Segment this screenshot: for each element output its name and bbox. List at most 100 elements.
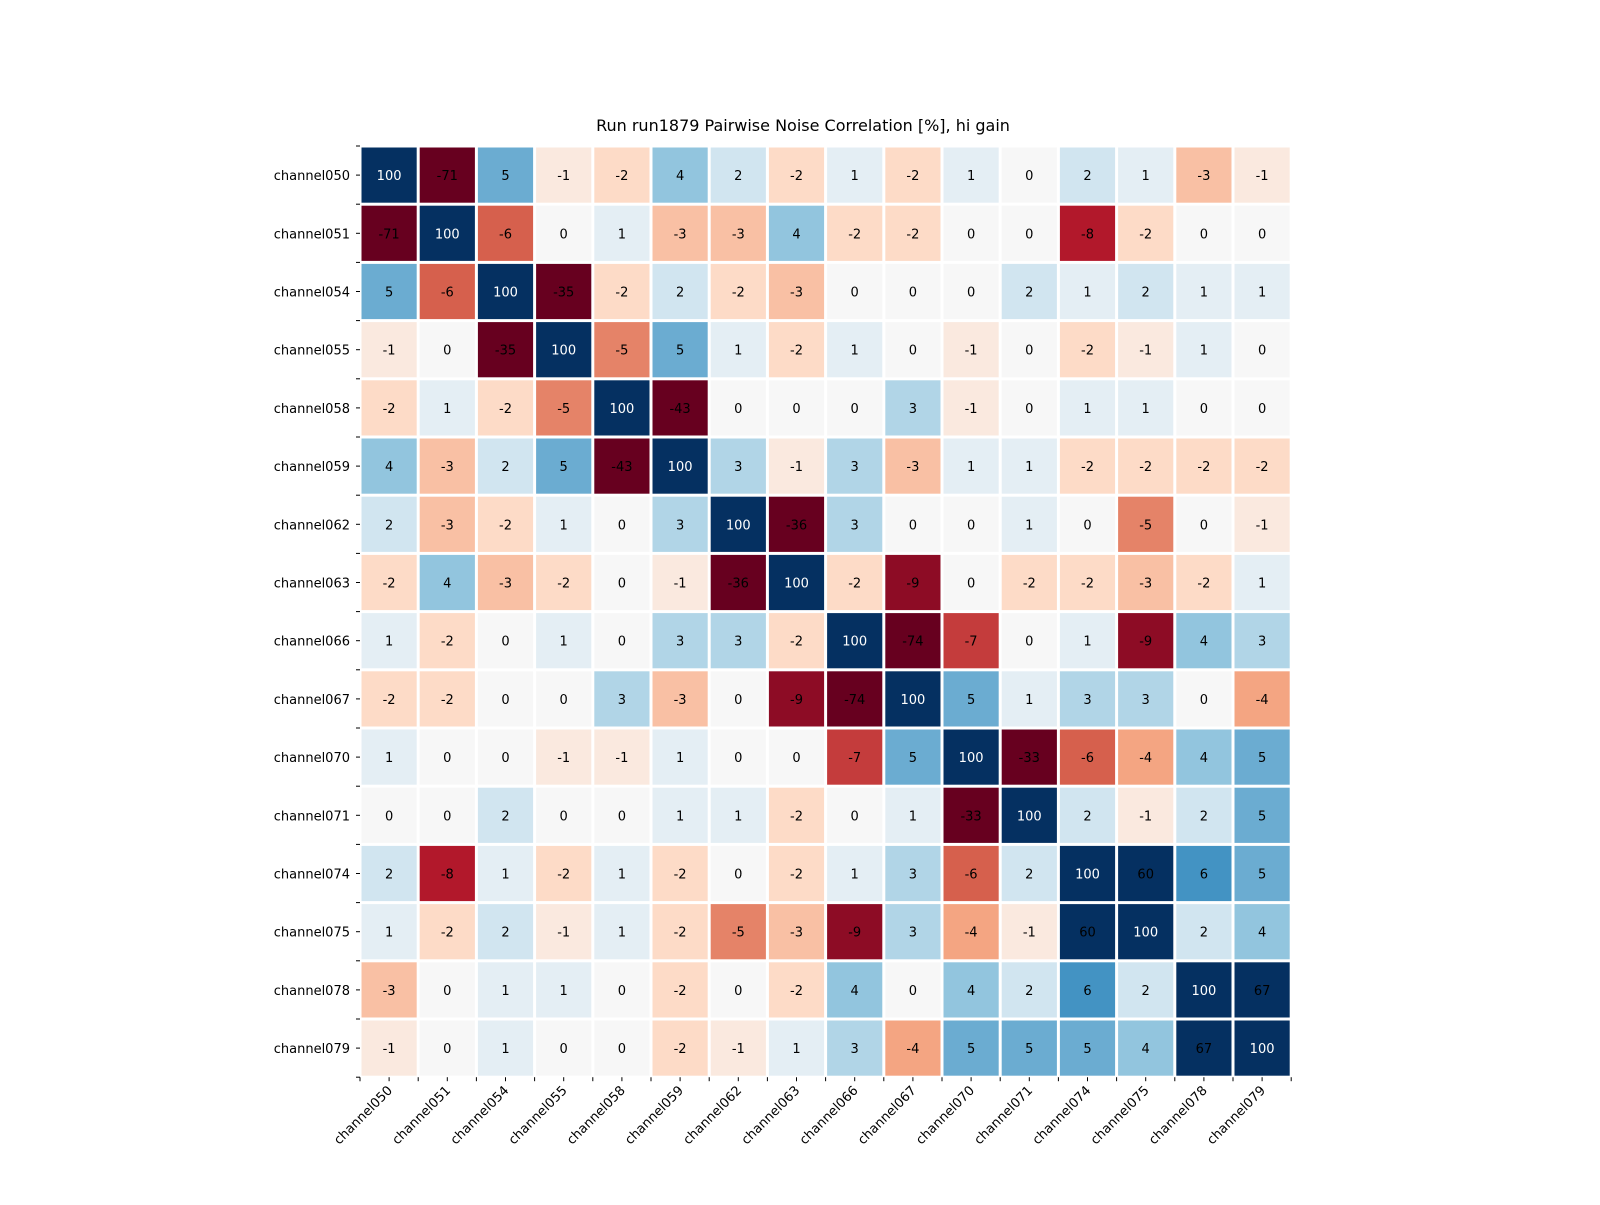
heatmap-cell xyxy=(594,263,650,320)
heatmap-cell-value: 1 xyxy=(851,169,859,184)
heatmap-cell-value: 4 xyxy=(676,169,684,184)
heatmap-cell xyxy=(419,613,475,669)
heatmap-cell-value: -71 xyxy=(378,227,399,242)
heatmap-cell-value: -2 xyxy=(557,577,570,592)
heatmap-cell-value: 100 xyxy=(784,577,809,592)
heatmap-cell xyxy=(1118,845,1174,902)
heatmap-cell-value: 0 xyxy=(734,402,742,417)
heatmap-cell-value: 2 xyxy=(501,926,509,941)
heatmap-cell-value: -2 xyxy=(383,577,396,592)
heatmap-cell-value: 1 xyxy=(792,1042,800,1057)
x-tick-label: channel050 xyxy=(331,1083,396,1148)
heatmap-cell-value: -1 xyxy=(1023,926,1036,941)
heatmap-cell-value: -1 xyxy=(674,577,687,592)
heatmap-cell xyxy=(1118,671,1174,727)
y-tick-label: channel074 xyxy=(274,868,350,883)
heatmap-cell xyxy=(885,1020,941,1076)
heatmap-cell-value: -5 xyxy=(1139,518,1152,533)
heatmap-cell-value: -3 xyxy=(441,518,454,533)
heatmap-cell-value: 1 xyxy=(1200,286,1208,301)
heatmap-cell-value: 0 xyxy=(501,751,509,766)
heatmap-cell-value: -3 xyxy=(790,286,803,301)
heatmap-cell xyxy=(943,205,999,261)
heatmap-cell-value: 0 xyxy=(1258,402,1266,417)
heatmap-cell xyxy=(885,205,941,261)
heatmap-cell xyxy=(1118,380,1174,436)
heatmap-cell xyxy=(710,147,766,203)
heatmap-cell-value: 1 xyxy=(560,984,568,999)
heatmap-cell-value: 5 xyxy=(501,169,509,184)
heatmap-cell-value: 0 xyxy=(560,809,568,824)
heatmap-cell-value: 6 xyxy=(1083,984,1091,999)
heatmap-cell-value: 0 xyxy=(734,693,742,708)
heatmap-cell xyxy=(1001,787,1057,843)
heatmap-cell-value: 1 xyxy=(1025,460,1033,475)
y-tick-label: channel062 xyxy=(274,518,350,533)
heatmap-cell-value: 100 xyxy=(1017,809,1042,824)
heatmap-cell-value: -2 xyxy=(615,169,628,184)
heatmap-cell-value: -3 xyxy=(499,577,512,592)
heatmap-cell xyxy=(1234,147,1290,203)
heatmap-cell-value: 0 xyxy=(501,635,509,650)
heatmap-cell xyxy=(594,787,650,843)
heatmap-cell xyxy=(1001,1020,1057,1076)
heatmap-cell xyxy=(1059,729,1116,785)
heatmap-cell-value: -2 xyxy=(790,984,803,999)
heatmap-cell-value: 5 xyxy=(1025,1042,1033,1057)
heatmap-cell xyxy=(1176,671,1232,727)
heatmap-cell xyxy=(1118,496,1174,552)
heatmap-cell-value: 100 xyxy=(551,344,576,359)
heatmap-cell xyxy=(419,263,475,320)
heatmap-cell xyxy=(477,671,534,727)
heatmap-cell-value: -3 xyxy=(441,460,454,475)
heatmap-cell xyxy=(1059,496,1116,552)
heatmap-cell-value: -2 xyxy=(674,926,687,941)
heatmap-cell xyxy=(1234,496,1290,552)
heatmap-cell-value: 5 xyxy=(385,286,393,301)
heatmap-cell xyxy=(768,205,825,261)
heatmap-cell-value: 5 xyxy=(676,344,684,359)
heatmap-cell xyxy=(1234,438,1290,494)
heatmap-cell xyxy=(943,496,999,552)
heatmap-cell-value: 2 xyxy=(676,286,684,301)
heatmap-cell xyxy=(361,671,417,727)
heatmap-cell xyxy=(1234,729,1290,785)
x-axis: channel050channel051channel054channel055… xyxy=(331,1077,1292,1148)
heatmap-cell-value: -3 xyxy=(674,227,687,242)
heatmap-cell-value: -2 xyxy=(499,402,512,417)
heatmap-cell-value: -43 xyxy=(611,460,632,475)
heatmap-cell-value: 3 xyxy=(1258,635,1266,650)
heatmap-cell xyxy=(419,380,475,436)
heatmap-cell-value: -5 xyxy=(557,402,570,417)
heatmap-cell xyxy=(885,671,941,727)
heatmap-cell-value: 1 xyxy=(385,926,393,941)
heatmap-cell-value: -2 xyxy=(1081,577,1094,592)
heatmap-cell-value: -9 xyxy=(906,577,919,592)
heatmap-cell-value: -2 xyxy=(790,169,803,184)
heatmap-cell xyxy=(652,904,708,960)
heatmap-cell xyxy=(1059,263,1116,320)
heatmap-cell xyxy=(652,554,708,611)
heatmap-cell-value: -2 xyxy=(848,227,861,242)
heatmap-cell-value: 4 xyxy=(967,984,975,999)
heatmap-cell-value: -1 xyxy=(965,344,978,359)
heatmap-cell-value: 2 xyxy=(1025,868,1033,883)
heatmap-cell xyxy=(1176,380,1232,436)
heatmap-cell-value: 100 xyxy=(668,460,693,475)
heatmap-cell-value: 6 xyxy=(1200,868,1208,883)
heatmap-cell xyxy=(1176,729,1232,785)
heatmap-cell-value: -2 xyxy=(674,984,687,999)
heatmap-cell-value: 5 xyxy=(1258,809,1266,824)
heatmap-cell-value: 5 xyxy=(967,693,975,708)
heatmap-cell xyxy=(361,205,417,261)
heatmap-cell-value: 0 xyxy=(851,286,859,301)
heatmap-cell xyxy=(477,380,534,436)
heatmap-cell xyxy=(768,787,825,843)
heatmap-cell-value: 0 xyxy=(734,751,742,766)
heatmap-cell-value: 3 xyxy=(676,518,684,533)
heatmap-cell xyxy=(768,380,825,436)
heatmap-cell xyxy=(536,554,592,611)
heatmap-cell xyxy=(1118,263,1174,320)
heatmap-cell-value: -2 xyxy=(790,868,803,883)
heatmap-cell xyxy=(1176,496,1232,552)
